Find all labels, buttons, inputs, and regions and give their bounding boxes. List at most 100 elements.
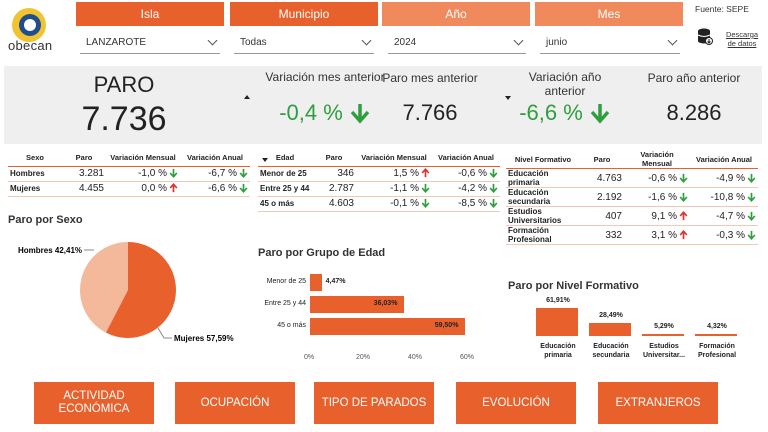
column-header[interactable]: Sexo <box>8 150 62 167</box>
row-label: Educación primaria <box>506 168 580 188</box>
arrow-down-icon <box>350 104 370 124</box>
column-header[interactable]: Paro <box>312 150 356 167</box>
chevron-down-icon <box>207 35 218 46</box>
arrow-down-icon <box>747 173 756 183</box>
paro-title: PARO <box>93 72 155 97</box>
table-header-row: Edad Paro Variación Mensual Variación Anual <box>258 150 500 167</box>
isla-dropdown[interactable]: LANZAROTE <box>80 32 220 54</box>
var-mensual-cell: -0,6 % <box>624 168 690 188</box>
database-download-icon[interactable] <box>697 28 713 46</box>
bar[interactable] <box>310 296 404 313</box>
var-mensual-cell: 9,1 % <box>624 206 690 226</box>
paro-cell: 346 <box>312 166 356 182</box>
paro-cell: 332 <box>580 225 624 245</box>
paro-cell: 4.455 <box>62 181 106 197</box>
arrow-down-icon <box>489 184 498 194</box>
pie-slice-mujeres[interactable] <box>105 242 176 338</box>
arrow-down-icon <box>421 184 430 194</box>
var-ano-value: -6,6 % <box>519 100 583 125</box>
column-header[interactable]: Variación Mensual <box>106 150 180 167</box>
arrow-up-icon <box>679 210 688 221</box>
column-header[interactable]: Paro <box>62 150 106 167</box>
table-row: Hombres 3.281 -1,0 % -6,7 % <box>8 166 250 182</box>
column-header[interactable]: Variación Mensual <box>356 150 432 167</box>
category-label: Formación Profesional <box>697 343 737 359</box>
column-header[interactable]: Nivel Formativo <box>506 150 580 169</box>
pie-label-hombres: Hombres 42,41% <box>18 246 82 255</box>
paro-cell: 4.763 <box>580 168 624 188</box>
nav-extranjeros-button[interactable]: EXTRANJEROS <box>598 382 718 424</box>
column-header[interactable]: Variación Anual <box>690 150 758 169</box>
table-row: Mujeres 4.455 0,0 % -6,6 % <box>8 181 250 197</box>
column-header[interactable]: Variación Anual <box>180 150 250 167</box>
var-anual-cell: -4,7 % <box>690 206 758 226</box>
paro-value: 7.736 <box>81 100 167 138</box>
var-mensual-cell: -1,6 % <box>624 187 690 207</box>
category-label: Educación primaria <box>540 343 576 359</box>
var-anual-cell: -4,9 % <box>690 168 758 188</box>
paro-mes-value: 7.766 <box>402 100 458 125</box>
bar[interactable] <box>695 334 737 336</box>
column-header[interactable]: Edad <box>258 150 312 167</box>
paro-cell: 3.281 <box>62 166 106 182</box>
row-label: Menor de 25 <box>258 166 312 182</box>
arrow-down-icon <box>489 169 498 179</box>
filter-header-municipio: Municipio <box>230 2 378 26</box>
pie-slice-hombres[interactable] <box>80 242 128 333</box>
leader-line <box>157 327 172 339</box>
sort-up-icon[interactable] <box>244 95 250 99</box>
arrow-down-icon <box>239 184 248 194</box>
var-mensual-cell: 3,1 % <box>624 225 690 245</box>
pie-chart-sexo: Hombres 42,41% Mujeres 57,59% <box>18 242 234 343</box>
download-data-link[interactable]: Descarga de datos <box>725 30 759 48</box>
nav-ocupacion-button[interactable]: OCUPACIÓN <box>175 382 295 424</box>
paro-cell: 2.192 <box>580 187 624 207</box>
var-mensual-cell: 0,0 % <box>106 181 180 197</box>
sort-down-icon[interactable] <box>505 96 511 100</box>
bar[interactable] <box>310 274 322 291</box>
pie-label-mujeres: Mujeres 57,59% <box>174 334 234 343</box>
column-header[interactable]: Variación Anual <box>432 150 500 167</box>
column-header[interactable]: Paro <box>580 150 624 169</box>
arrow-down-icon <box>590 104 610 124</box>
mes-dropdown[interactable]: junio <box>540 32 680 54</box>
var-anual-cell: -0,3 % <box>690 225 758 245</box>
var-anual-cell: -0,6 % <box>432 166 500 182</box>
table-row: Educación secundaria 2.192 -1,6 % -10,8 % <box>506 187 758 207</box>
ano-value: 2024 <box>394 37 417 48</box>
category-label: 45 o más <box>277 322 306 329</box>
data-label: 4,47% <box>325 278 346 285</box>
nav-tipo-parados-button[interactable]: TIPO DE PARADOS <box>314 382 434 424</box>
filter-header-ano: Año <box>382 2 530 26</box>
var-anual-cell: -6,7 % <box>180 166 250 182</box>
row-label: 45 o más <box>258 196 312 212</box>
bar-chart-edad: Menor de 25 4,47% Entre 25 y 44 36,03% 45 o … <box>258 266 498 366</box>
filter-header-isla: Isla <box>76 2 224 26</box>
nivel-table: Nivel Formativo Paro Variación Mensual Vari… <box>506 150 758 245</box>
bar[interactable] <box>589 323 631 336</box>
data-label: 59,50% <box>434 322 459 329</box>
nav-evolucion-button[interactable]: EVOLUCIÓN <box>456 382 576 424</box>
column-header[interactable]: Variación Mensual <box>624 150 690 169</box>
var-anual-cell: -4,2 % <box>432 181 500 197</box>
row-label: Formación Profesional <box>506 225 580 245</box>
var-mensual-cell: 1,5 % <box>356 166 432 182</box>
row-label: Educación secundaria <box>506 187 580 207</box>
chart-title-edad: Paro por Grupo de Edad <box>258 247 386 259</box>
bar[interactable] <box>310 318 465 335</box>
bar[interactable] <box>642 333 684 336</box>
edad-table: Edad Paro Variación Mensual Variación Anual… <box>258 150 500 212</box>
bar[interactable] <box>536 308 578 336</box>
arrow-down-icon <box>421 199 430 209</box>
row-label: Estudios Universitarios <box>506 206 580 226</box>
row-label: Hombres <box>8 166 62 182</box>
data-label: 28,49% <box>599 312 623 320</box>
chart-title-nivel: Paro por Nivel Formativo <box>508 280 639 292</box>
obecan-logo-icon <box>12 8 46 42</box>
data-label: 61,91% <box>546 297 570 304</box>
paro-ano-label: Paro año anterior <box>647 71 741 85</box>
municipio-dropdown[interactable]: Todas <box>234 32 374 54</box>
nav-actividad-economica-button[interactable]: ACTIVIDAD ECONÓMICA <box>34 382 154 424</box>
ano-dropdown[interactable]: 2024 <box>388 32 526 54</box>
arrow-down-icon <box>679 192 688 202</box>
